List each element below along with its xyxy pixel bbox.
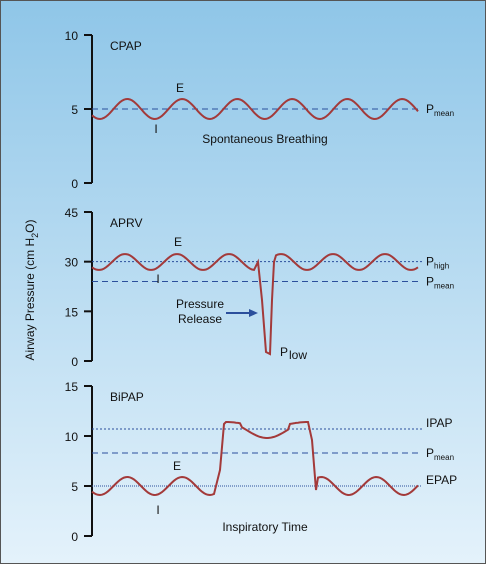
panel-title: APRV <box>110 216 142 230</box>
waveform <box>91 253 419 356</box>
y-tick-label: 5 <box>71 103 78 117</box>
annotation: low <box>289 348 307 362</box>
y-tick-label: 45 <box>65 206 79 220</box>
annotation: Inspiratory Time <box>222 520 308 534</box>
reference-label: Pmean <box>426 446 454 462</box>
annotation: Pressure <box>176 297 224 311</box>
annotation: I <box>154 122 157 136</box>
reference-label: Phigh <box>426 255 449 271</box>
reference-label-sub: high <box>434 262 449 271</box>
annotation: I <box>156 272 159 286</box>
reference-label: EPAP <box>426 473 457 487</box>
annotation: Spontaneous Breathing <box>202 132 327 146</box>
waveform <box>91 421 419 497</box>
y-tick-label: 15 <box>65 305 79 319</box>
reference-label-sub: mean <box>434 453 454 462</box>
reference-label-main: P <box>426 446 434 460</box>
annotation: E <box>176 81 184 95</box>
panel-title: BiPAP <box>110 390 144 404</box>
reference-label: Pmean <box>426 275 454 291</box>
y-axis-label: Airway Pressure (cm H2O) <box>23 219 40 360</box>
y-tick-label: 10 <box>65 430 79 444</box>
annotation: P <box>280 345 288 359</box>
panel-title: CPAP <box>110 39 142 53</box>
annotation: E <box>173 459 181 473</box>
y-tick-label: 0 <box>71 355 78 369</box>
y-tick-label: 5 <box>71 480 78 494</box>
reference-label-main: P <box>426 275 434 289</box>
reference-label: IPAP <box>426 416 452 430</box>
reference-label-sub: mean <box>434 109 454 118</box>
annotation: Release <box>178 312 222 326</box>
reference-label-main: P <box>426 102 434 116</box>
waveform <box>91 97 419 121</box>
reference-label-main: IPAP <box>426 416 452 430</box>
reference-label-main: P <box>426 255 434 269</box>
y-tick-label: 10 <box>65 29 79 43</box>
annotation: E <box>174 235 182 249</box>
reference-label-main: EPAP <box>426 473 457 487</box>
annotation: I <box>156 503 159 517</box>
reference-label-sub: mean <box>434 282 454 291</box>
y-tick-label: 0 <box>71 177 78 191</box>
y-tick-label: 15 <box>65 380 79 394</box>
y-tick-label: 30 <box>65 256 79 270</box>
arrow-head <box>249 309 258 317</box>
reference-label: Pmean <box>426 102 454 118</box>
y-tick-label: 0 <box>71 530 78 544</box>
